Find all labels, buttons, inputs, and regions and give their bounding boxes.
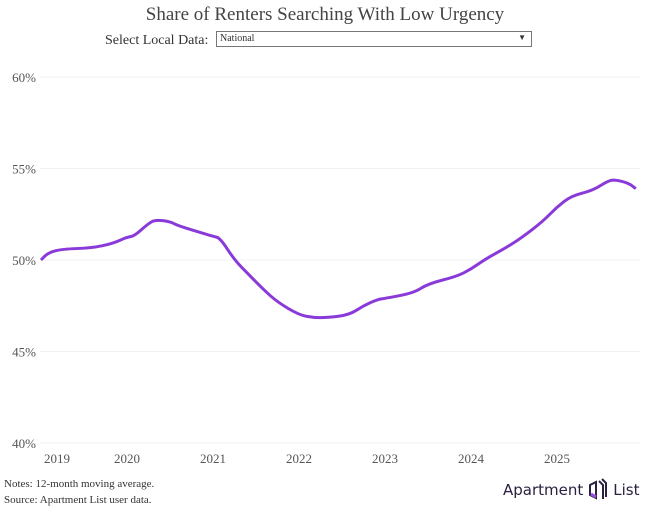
y-tick-label: 45% bbox=[12, 345, 36, 360]
series-line bbox=[39, 178, 637, 320]
y-tick-label: 60% bbox=[12, 70, 36, 85]
chart-title: Share of Renters Searching With Low Urge… bbox=[145, 4, 505, 25]
x-tick-label: 2020 bbox=[114, 451, 140, 466]
local-data-label: Select Local Data: bbox=[105, 33, 209, 48]
x-tick-label: 2023 bbox=[372, 451, 398, 466]
notes-text: Notes: 12-month moving average. bbox=[4, 478, 155, 490]
apartment-list-logo: Apartment List bbox=[503, 478, 640, 502]
footnotes: Notes: 12-month moving average. Source: … bbox=[4, 476, 154, 508]
logo-text-left: Apartment bbox=[503, 481, 584, 499]
logo-text-right: List bbox=[613, 481, 640, 499]
chevron-down-icon: ▼ bbox=[518, 33, 526, 42]
y-tick-label: 40% bbox=[12, 436, 36, 451]
x-tick-label: 2025 bbox=[544, 451, 570, 466]
local-data-dropdown[interactable]: National ▼ bbox=[216, 31, 532, 47]
y-tick-label: 55% bbox=[12, 162, 36, 177]
apartment-list-logo-icon bbox=[589, 478, 608, 500]
line-chart: 40% 45% 50% 55% 60% 2019 2020 2021 2022 2023 2024 2… bbox=[12, 70, 640, 466]
x-tick-label: 2022 bbox=[286, 451, 312, 466]
x-tick-label: 2019 bbox=[44, 451, 70, 466]
x-tick-label: 2021 bbox=[200, 451, 226, 466]
y-tick-label: 50% bbox=[12, 253, 36, 268]
source-text: Source: Apartment List user data. bbox=[4, 494, 152, 506]
x-tick-label: 2024 bbox=[458, 451, 485, 466]
dropdown-value: National bbox=[220, 33, 255, 44]
